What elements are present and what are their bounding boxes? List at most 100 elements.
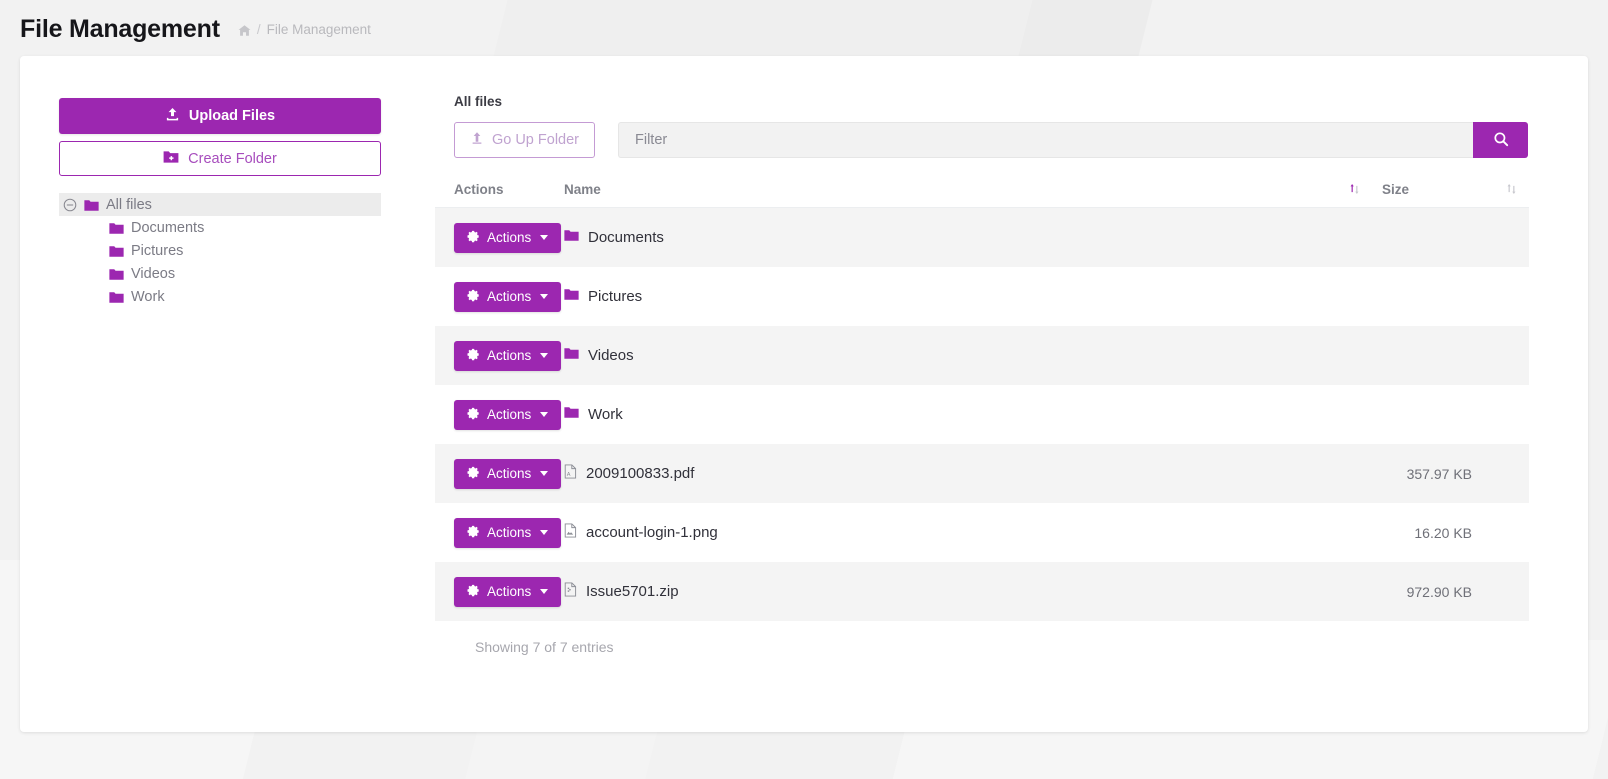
search-icon: [1493, 131, 1509, 150]
minus-circle-icon[interactable]: [63, 198, 77, 212]
column-header-name-label: Name: [564, 181, 601, 197]
row-actions-cell: Actions: [435, 517, 564, 548]
folder-icon: [109, 222, 124, 235]
actions-label: Actions: [487, 466, 532, 481]
row-actions-cell: Actions: [435, 458, 564, 489]
breadcrumb: / File Management: [238, 22, 371, 37]
row-actions-cell: Actions: [435, 399, 564, 430]
home-icon[interactable]: [238, 24, 251, 37]
gear-icon: [467, 407, 480, 423]
gear-icon: [467, 466, 480, 482]
search-button[interactable]: [1473, 122, 1528, 158]
gear-icon: [467, 230, 480, 246]
actions-dropdown-button[interactable]: Actions: [454, 517, 562, 548]
row-name-label: Work: [588, 406, 623, 423]
table-header-row: Actions Name Size: [435, 178, 1529, 208]
actions-dropdown-button[interactable]: Actions: [454, 281, 562, 312]
row-name-label: Pictures: [588, 288, 643, 305]
folder-icon: [564, 229, 579, 246]
tree-node-label: Work: [131, 288, 165, 305]
row-name-cell[interactable]: A 2009100833.pdf: [564, 464, 1369, 483]
folder-icon: [109, 291, 124, 304]
row-name-cell[interactable]: Work: [564, 406, 1369, 423]
table-row[interactable]: Actions Work: [435, 385, 1529, 444]
content-card: Upload Files Create Folder: [20, 56, 1588, 732]
page-title: File Management: [20, 14, 220, 43]
go-up-folder-label: Go Up Folder: [491, 132, 580, 148]
table-footer-info: Showing 7 of 7 entries: [475, 639, 614, 655]
column-header-size[interactable]: Size: [1369, 182, 1529, 197]
row-name-label: Videos: [588, 347, 634, 364]
chevron-down-icon: [540, 589, 549, 594]
sort-asc-icon[interactable]: [1349, 182, 1360, 196]
folder-icon: [84, 199, 99, 212]
actions-label: Actions: [487, 407, 532, 422]
actions-dropdown-button[interactable]: Actions: [454, 222, 562, 253]
file-image-icon: [564, 523, 577, 542]
current-folder-label: All files: [454, 94, 503, 109]
upload-files-button[interactable]: Upload Files: [59, 98, 381, 134]
filter-input[interactable]: [618, 122, 1473, 158]
tree-node-label: Pictures: [131, 242, 184, 259]
folder-plus-icon: [163, 150, 179, 168]
actions-label: Actions: [487, 289, 532, 304]
chevron-down-icon: [540, 471, 549, 476]
breadcrumb-current: File Management: [266, 21, 371, 37]
actions-dropdown-button[interactable]: Actions: [454, 340, 562, 371]
gear-icon: [467, 289, 480, 305]
chevron-down-icon: [540, 530, 549, 535]
column-header-size-label: Size: [1382, 181, 1410, 197]
svg-text:A: A: [567, 472, 571, 478]
tree-node-videos[interactable]: Videos: [59, 262, 381, 285]
table-row[interactable]: Actions: [435, 562, 1529, 621]
tree-node-label: All files: [106, 196, 152, 213]
row-name-cell[interactable]: account-login-1.png: [564, 523, 1369, 542]
tree-node-label: Documents: [131, 219, 205, 236]
row-size-cell: 357.97 KB: [1406, 465, 1472, 482]
table-row[interactable]: Actions Documents: [435, 208, 1529, 267]
file-toolbar: Go Up Folder: [454, 122, 1530, 158]
folder-tree: All files Documents Pictures: [59, 193, 381, 308]
filter-group: [618, 122, 1528, 158]
breadcrumb-separator: /: [256, 21, 261, 37]
create-folder-label: Create Folder: [188, 150, 277, 167]
file-archive-icon: [564, 582, 577, 601]
table-row[interactable]: Actions Pictures: [435, 267, 1529, 326]
create-folder-button[interactable]: Create Folder: [59, 141, 381, 176]
sort-icon[interactable]: [1506, 182, 1517, 196]
files-table: Actions Name Size: [435, 178, 1529, 655]
row-name-cell[interactable]: Pictures: [564, 288, 1369, 305]
row-actions-cell: Actions: [435, 222, 564, 253]
column-header-name[interactable]: Name: [564, 182, 1369, 197]
folder-icon: [564, 406, 579, 423]
tree-node-label: Videos: [131, 265, 176, 282]
row-name-cell[interactable]: Videos: [564, 347, 1369, 364]
gear-icon: [467, 584, 480, 600]
row-name-label: account-login-1.png: [586, 524, 718, 541]
actions-label: Actions: [487, 584, 532, 599]
file-pdf-icon: A: [564, 464, 577, 483]
table-row[interactable]: Actions account-login-1.png: [435, 503, 1529, 562]
go-up-folder-button[interactable]: Go Up Folder: [454, 122, 595, 158]
page-header: File Management / File Management: [0, 0, 1608, 58]
row-name-cell[interactable]: Documents: [564, 229, 1369, 246]
folder-icon: [564, 288, 579, 305]
tree-node-all-files[interactable]: All files: [59, 193, 381, 216]
gear-icon: [467, 525, 480, 541]
tree-node-pictures[interactable]: Pictures: [59, 239, 381, 262]
actions-dropdown-button[interactable]: Actions: [454, 576, 562, 607]
tree-node-work[interactable]: Work: [59, 285, 381, 308]
file-browser: All files Go Up Folder: [435, 94, 1530, 655]
table-row[interactable]: Actions Videos: [435, 326, 1529, 385]
folder-icon: [109, 268, 124, 281]
tree-node-documents[interactable]: Documents: [59, 216, 381, 239]
row-name-label: Documents: [588, 229, 664, 246]
row-name-cell[interactable]: Issue5701.zip: [564, 582, 1369, 601]
actions-dropdown-button[interactable]: Actions: [454, 458, 562, 489]
table-row[interactable]: Actions A 2009100833.pdf: [435, 444, 1529, 503]
chevron-down-icon: [540, 353, 549, 358]
actions-label: Actions: [487, 230, 532, 245]
actions-dropdown-button[interactable]: Actions: [454, 399, 562, 430]
arrow-up-icon: [470, 131, 484, 149]
